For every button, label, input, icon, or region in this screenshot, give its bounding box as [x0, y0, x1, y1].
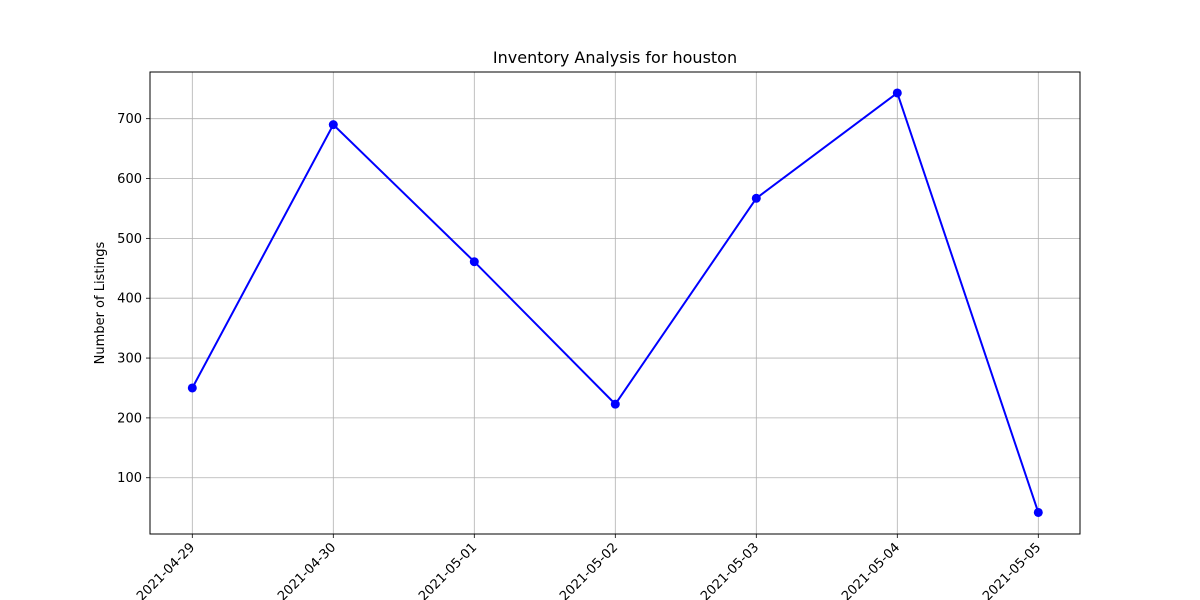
data-point: [328, 120, 338, 130]
y-axis-label: Number of Listings: [93, 241, 108, 364]
y-tick-label: 600: [117, 172, 142, 187]
x-tick-label: 2021-05-02: [557, 540, 621, 600]
chart-title: Inventory Analysis for houston: [493, 48, 737, 67]
x-tick-label: 2021-04-29: [134, 540, 198, 600]
x-tick-label: 2021-05-04: [839, 540, 903, 600]
y-tick-label: 200: [117, 411, 142, 426]
data-point: [187, 383, 197, 393]
data-point: [1033, 507, 1043, 517]
y-tick-label: 400: [117, 292, 142, 307]
data-points: [187, 88, 1043, 517]
y-tick-label: 500: [117, 232, 142, 247]
x-tick-label: 2021-04-30: [275, 540, 339, 600]
y-tick-label: 700: [117, 112, 142, 127]
grid: [150, 72, 1080, 534]
data-point: [469, 257, 479, 267]
x-tick-label: 2021-05-05: [980, 540, 1044, 600]
data-point: [892, 88, 902, 98]
x-tick-label: 2021-05-01: [416, 540, 480, 600]
x-tick-label: 2021-05-03: [698, 540, 762, 600]
data-point: [751, 193, 761, 203]
y-tick-label: 100: [117, 471, 142, 486]
y-tick-label: 300: [117, 352, 142, 367]
y-axis-ticks: 100 200 300 400 500 600 700: [117, 112, 150, 486]
data-point: [610, 399, 620, 409]
x-axis-ticks: 2021-04-29 2021-04-30 2021-05-01 2021-05-02…: [134, 534, 1044, 600]
